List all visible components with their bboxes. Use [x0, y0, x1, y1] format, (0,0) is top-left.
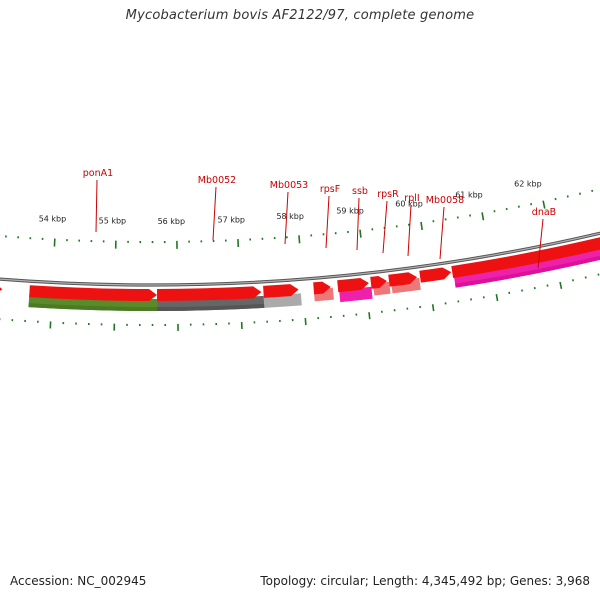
tick-mark: [559, 281, 563, 289]
inner-tick-ring: [5, 189, 594, 249]
gene-label-ponA1: ponA1: [83, 168, 113, 179]
gene-label-rpsf: rpsF: [320, 184, 340, 195]
tick-mark: [298, 235, 301, 244]
leader-line-ssb: [356, 197, 360, 251]
scale-label: 55 kbp: [99, 217, 127, 226]
scale-label: 57 kbp: [217, 215, 245, 224]
gene-label-ssb: ssb: [352, 186, 368, 197]
scale-label: 59 kbp: [336, 207, 364, 216]
gene-label-mb0053: Mb0053: [270, 180, 308, 191]
genome-stats-text: Topology: circular; Length: 4,345,492 bp…: [260, 574, 590, 588]
tick-mark: [359, 229, 362, 238]
gene-label-rpli: rplI: [404, 193, 419, 204]
cds-arrow: [419, 267, 452, 283]
backbone-ring-highlight: [0, 232, 600, 286]
tick-mark: [431, 304, 435, 312]
tick-mark: [495, 294, 499, 302]
tick-mark: [304, 318, 307, 326]
cds-arrow: [29, 285, 158, 301]
tick-mark: [481, 212, 485, 221]
leader-line-rpli: [407, 204, 412, 257]
tick-mark: [368, 312, 371, 320]
cds-arrow: [157, 286, 262, 301]
cds-arrow: [0, 287, 3, 291]
gene-label-dnab: dnaB: [532, 207, 556, 218]
scale-label: 62 kbp: [514, 179, 542, 188]
gene-labels: ponA1 Mb0052 Mb0053 rpsF ssb rpsR rplI Mb0058 dn…: [83, 168, 556, 269]
scale-label: 60 kbp: [395, 200, 423, 209]
gene-label-mb0052: Mb0052: [198, 175, 236, 186]
gene-label-rpsr: rpsR: [377, 189, 399, 200]
genome-backbone: [0, 231, 600, 287]
cds-arrow: [313, 281, 331, 295]
tick-mark: [420, 221, 423, 231]
accession-text: Accession: NC_002945: [10, 574, 147, 588]
scale-label: 54 kbp: [39, 214, 67, 223]
feature-ponA1-shade: [28, 303, 158, 311]
cds-arrow: [451, 237, 600, 278]
feature-dnab-shade: [455, 255, 600, 288]
outer-tick-ring: [0, 273, 600, 331]
feature-mb0052-shade: [157, 303, 265, 311]
gene-label-mb0058: Mb0058: [426, 195, 464, 206]
cds-arrow: [337, 277, 369, 293]
leader-line-mb0052: [212, 186, 217, 241]
cds-arrow: [388, 272, 418, 287]
leader-line-rpsf: [325, 195, 330, 249]
leader-line-rpsr: [382, 200, 388, 254]
leader-line-mb0053: [284, 191, 289, 245]
scale-label: 61 kbp: [455, 190, 483, 199]
scale-labels: 54 kbp 55 kbp 56 kbp 57 kbp 58 kbp 59 kbp 60 k…: [39, 179, 542, 225]
leader-line-ponA1: [95, 179, 98, 233]
map-title: Mycobacterium bovis AF2122/97, complete …: [125, 8, 475, 23]
scale-label: 56 kbp: [158, 217, 186, 226]
cds-ring: [0, 237, 600, 301]
cds-arrow: [370, 275, 387, 289]
scale-label: 58 kbp: [276, 212, 304, 221]
cds-arrow: [263, 284, 299, 298]
tick-mark: [542, 200, 546, 209]
leader-line-dnab: [537, 218, 544, 269]
leader-line-mb0058: [439, 206, 445, 260]
